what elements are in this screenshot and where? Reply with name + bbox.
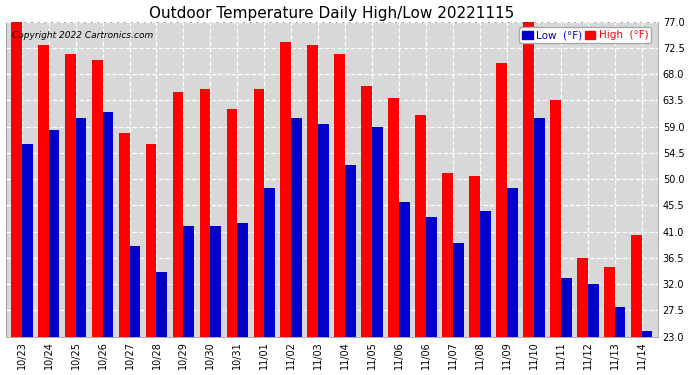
Bar — [615, 308, 626, 337]
Bar — [642, 331, 653, 337]
Bar — [130, 246, 140, 337]
Bar — [199, 89, 210, 337]
Bar — [237, 223, 248, 337]
Bar — [469, 176, 480, 337]
Bar — [119, 132, 130, 337]
Bar — [345, 165, 356, 337]
Bar — [426, 217, 437, 337]
Bar — [577, 258, 588, 337]
Text: Copyright 2022 Cartronics.com: Copyright 2022 Cartronics.com — [12, 31, 153, 40]
Legend: Low  (°F), High  (°F): Low (°F), High (°F) — [519, 27, 651, 44]
Bar — [264, 188, 275, 337]
Bar — [38, 45, 49, 337]
Bar — [362, 86, 372, 337]
Bar — [157, 273, 167, 337]
Bar — [172, 92, 184, 337]
Bar — [372, 127, 383, 337]
Bar — [11, 22, 21, 337]
Bar — [65, 54, 76, 337]
Bar — [399, 202, 410, 337]
Bar — [561, 278, 571, 337]
Bar — [442, 173, 453, 337]
Bar — [318, 124, 329, 337]
Bar — [21, 144, 32, 337]
Bar — [335, 54, 345, 337]
Bar — [210, 226, 221, 337]
Bar — [253, 89, 264, 337]
Bar — [604, 267, 615, 337]
Bar — [146, 144, 157, 337]
Bar — [49, 130, 59, 337]
Bar — [453, 243, 464, 337]
Bar — [280, 42, 291, 337]
Bar — [496, 63, 507, 337]
Bar — [103, 112, 113, 337]
Title: Outdoor Temperature Daily High/Low 20221115: Outdoor Temperature Daily High/Low 20221… — [149, 6, 514, 21]
Bar — [480, 211, 491, 337]
Bar — [291, 118, 302, 337]
Bar — [184, 226, 194, 337]
Bar — [523, 22, 534, 337]
Bar — [534, 118, 544, 337]
Bar — [308, 45, 318, 337]
Bar — [415, 115, 426, 337]
Bar — [92, 60, 103, 337]
Bar — [226, 109, 237, 337]
Bar — [588, 284, 598, 337]
Bar — [550, 100, 561, 337]
Bar — [388, 98, 399, 337]
Bar — [631, 234, 642, 337]
Bar — [76, 118, 86, 337]
Bar — [507, 188, 518, 337]
